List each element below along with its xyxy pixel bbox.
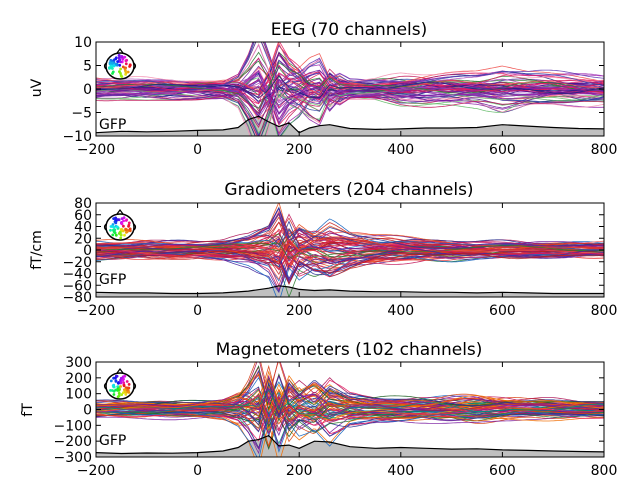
panel-title: EEG (70 channels) [271,20,428,40]
x-tick-label: 0 [193,303,202,319]
channel-trace [96,75,604,99]
channel-trace [96,402,604,429]
y-tick-label: 40 [74,220,92,236]
y-tick-label: −200 [54,434,92,450]
channel-trace [96,73,604,136]
channel-trace [96,389,604,420]
channel-trace [96,42,604,87]
channel-trace [96,411,604,457]
x-tick-label: 400 [387,463,414,479]
panel-title: Gradiometers (204 channels) [224,180,473,200]
channel-trace [96,78,604,119]
y-tick-label: 0 [83,82,92,98]
channel-trace [96,69,604,121]
channel-trace [96,375,604,414]
channel-trace [96,213,604,250]
y-tick-label: 200 [65,371,92,387]
channel-trace [96,394,604,426]
x-tick-label: 200 [286,303,313,319]
channel-trace [96,370,604,409]
channel-trace [96,251,604,286]
panel-magnetometers: Magnetometers (102 channels) fT −200 0 200… [20,340,617,479]
y-tick-label: 20 [74,231,92,247]
channel-trace [96,236,604,263]
gfp-line [96,434,604,455]
channel-traces [96,42,604,136]
y-tick-label: 300 [65,355,92,371]
x-tick-label: −200 [77,142,115,158]
channel-trace [96,248,604,278]
channel-trace [96,237,604,265]
y-tick-label: 0 [83,243,92,259]
y-tick-label: 5 [83,59,92,75]
y-tick-label: 0 [83,403,92,419]
gfp-label: GFP [99,117,126,133]
channel-traces [96,203,604,297]
x-tick-label: 800 [591,303,618,319]
x-tick-label: 400 [387,303,414,319]
channel-trace [96,250,604,282]
gfp-area [96,116,604,136]
channel-trace [96,42,604,97]
gfp-area [96,435,604,457]
panel-title: Magnetometers (102 channels) [216,340,483,360]
y-tick-label: 80 [74,196,92,212]
x-tick-label: 200 [286,142,313,158]
y-tick-label: −20 [62,255,92,271]
channel-trace [96,240,604,269]
x-tick-label: 200 [286,463,313,479]
channel-trace [96,212,604,251]
x-tick-label: 600 [489,303,516,319]
channel-trace [96,236,604,256]
channel-trace [96,212,604,250]
channel-trace [96,397,604,425]
x-tick-label: 800 [591,463,618,479]
gfp-line [96,115,604,134]
y-tick-label: −10 [62,129,92,145]
x-tick-label: 600 [489,142,516,158]
sensor-head-icon [103,48,137,80]
y-tick-label: −40 [62,267,92,283]
x-tick-label: −200 [77,303,115,319]
y-axis-label: uV [29,78,45,97]
x-tick-label: 0 [193,142,202,158]
y-tick-label: −60 [62,278,92,294]
y-tick-label: −100 [54,418,92,434]
x-tick-label: 0 [193,463,202,479]
y-tick-label: −80 [62,290,92,306]
plot-area-eeg: −200 0 200 400 600 800 −10 −5 0 5 10 [62,35,618,158]
y-axis-label: fT [20,403,36,417]
sensor-head-icon [103,368,137,400]
gfp-label: GFP [99,433,126,449]
x-tick-label: 800 [591,142,618,158]
channel-trace [96,216,604,250]
panel-gradiometers: Gradiometers (204 channels) fT/cm −200 0 2… [29,180,617,319]
x-tick-label: −200 [77,463,115,479]
y-tick-label: −5 [71,106,92,122]
panel-eeg: EEG (70 channels) uV −200 0 200 400 600 800 −1… [29,20,618,158]
y-tick-label: 60 [74,208,92,224]
y-tick-label: 10 [74,35,92,51]
channel-trace [96,248,604,293]
y-axis-label: fT/cm [29,230,45,270]
channel-trace [96,220,604,247]
y-tick-label: 100 [65,387,92,403]
channel-trace [96,72,604,105]
gfp-line [96,285,604,295]
sensor-head-icon [103,209,137,241]
channel-traces [96,362,604,457]
gfp-label: GFP [99,272,126,288]
y-tick-label: −300 [54,450,92,466]
channel-trace [96,61,604,109]
x-tick-label: 400 [387,142,414,158]
x-tick-label: 600 [489,463,516,479]
